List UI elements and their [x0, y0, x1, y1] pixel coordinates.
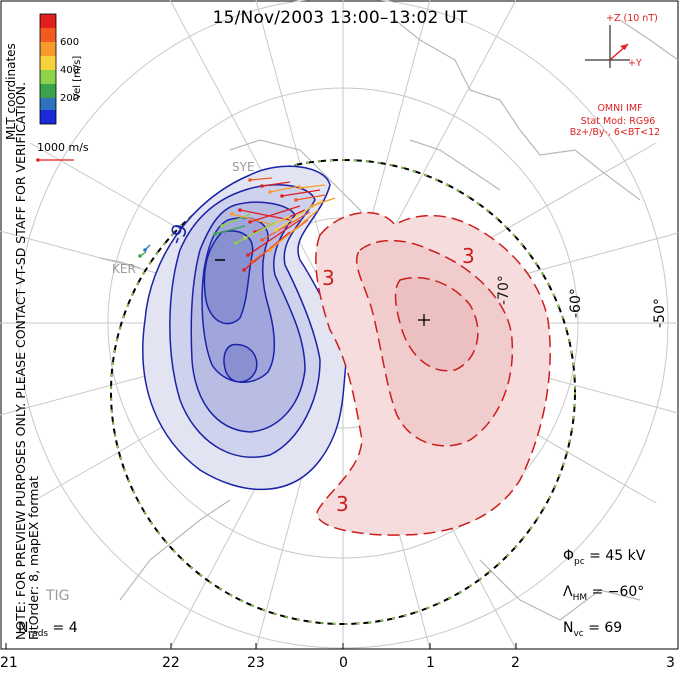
contour-label-3a: 3 [322, 266, 335, 290]
contour-label-3b: 3 [462, 244, 475, 268]
plot-frame [0, 0, 679, 650]
mlt-tick-3: 3 [666, 655, 675, 671]
cross-polar-potential: Φpc = 45 kV [563, 548, 646, 567]
hm-boundary-latitude: ΛHM = −60° [563, 584, 645, 603]
mlt-tick-2: 2 [511, 655, 520, 671]
station-label-sye: SYE [232, 160, 255, 174]
mlt-tick-0: 0 [339, 655, 348, 671]
hm-boundary-dash [110, 159, 576, 625]
fit-order-note: FitOrder: 8, mapEX format [26, 476, 41, 640]
plot-title: 15/Nov/2003 13:00–13:02 UT [212, 8, 468, 28]
imf-bz-label: +Z (10 nT) [606, 13, 658, 24]
colorbar-tick-400: 400 [60, 65, 80, 76]
mlt-axis-ticks [5, 643, 517, 649]
vector-count: Nvc = 69 [563, 620, 623, 639]
imf-source: OMNI IMF [597, 103, 643, 114]
lat-label-50: -50° [652, 298, 668, 328]
station-label-tig: TIG [46, 588, 70, 604]
velocity-colorbar [39, 13, 57, 125]
mlt-tick-1: 1 [426, 655, 435, 671]
negative-potential-cell [142, 165, 351, 491]
station-label-ker: KER [112, 262, 136, 276]
imf-clock [585, 25, 630, 68]
imf-model: Stat Mod: RG96 [580, 116, 656, 127]
lat-label-70: -70° [496, 275, 512, 305]
potential-max-marker [418, 314, 430, 326]
colorbar-tick-200: 200 [60, 93, 80, 104]
imf-condition: Bz+/By-, 6<BT<12 [569, 127, 661, 138]
velocity-vectors [138, 177, 336, 272]
mlt-tick-22: 22 [162, 655, 180, 671]
reference-vector-label: 1000 m/s [37, 141, 89, 154]
lat-label-60: -60° [568, 288, 584, 318]
mlt-tick-21: 21 [0, 655, 18, 671]
mlt-tick-23: 23 [247, 655, 265, 671]
contour-label-3c: 3 [336, 492, 349, 516]
mlt-coordinates-label: MLT coordinates [4, 43, 18, 140]
imf-by-label: +Y [628, 58, 642, 69]
colorbar-tick-600: 600 [60, 37, 80, 48]
positive-potential-cell [315, 211, 551, 536]
radar-count: Nrads = 4 [18, 620, 78, 639]
